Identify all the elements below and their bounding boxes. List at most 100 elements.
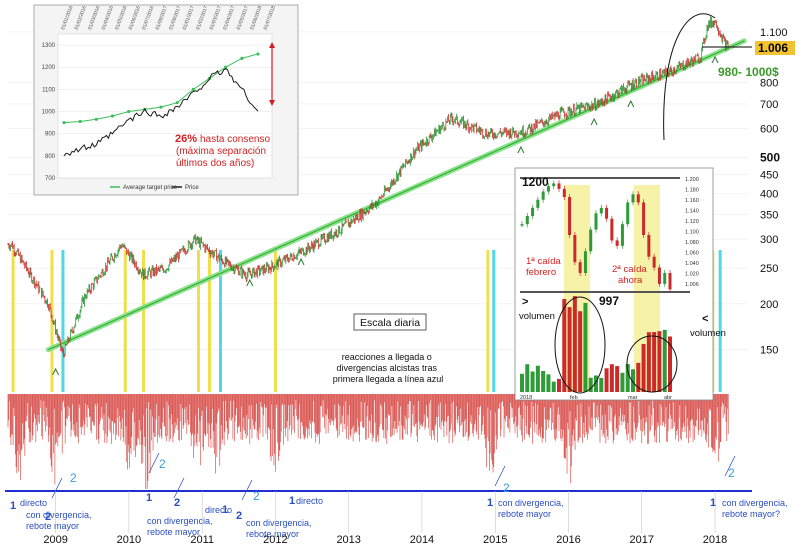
target-price-point [110, 114, 115, 118]
inset-y-label: 1300 [42, 43, 56, 49]
vertical-marker [273, 250, 277, 490]
event-text: con divergencia, [26, 510, 92, 520]
y-tick-label: 450 [760, 169, 778, 181]
detail-volume-bar [588, 377, 593, 392]
second-drop-line-1: 2ª caída [612, 264, 647, 275]
detail-volume-bar [636, 362, 641, 392]
first-drop-label: 1ª caída febrero [526, 256, 563, 278]
detail-volume-bar [625, 364, 630, 392]
event-number: 2 [45, 511, 51, 523]
detail-y-label: 1.020 [685, 272, 699, 278]
vertical-marker [218, 250, 222, 490]
y-tick-label: 800 [760, 78, 778, 90]
inset-y-label: 1100 [42, 87, 56, 93]
detail-volume-bar [557, 378, 561, 392]
inset-y-label: 1000 [42, 110, 56, 116]
vertical-marker [142, 250, 146, 490]
vertical-marker [207, 250, 211, 490]
detail-volume-bar [615, 366, 620, 392]
x-tick-label: 2015 [483, 534, 507, 546]
gap-arrow-up [269, 42, 275, 48]
reaction-note-line-1: reacciones a llegada o [342, 352, 432, 362]
event-text: rebote mayor [26, 521, 79, 531]
detail-axis: 1.200 1.180 1.160 1.140 1.120 1.100 1.080 1.060… [520, 177, 699, 401]
x-tick-label: 2016 [556, 534, 580, 546]
target-price-point [62, 121, 66, 125]
detail-volume-bar [551, 381, 556, 392]
event-number-two: 2 [728, 466, 735, 480]
detail-frame [514, 167, 714, 401]
detail-volume-bar [562, 298, 567, 392]
detail-x-label: 2018 [520, 395, 532, 401]
reaction-arrow [52, 367, 60, 376]
reaction-note-line-2: divergencias alcistas tras [336, 363, 437, 373]
detail-volume-bar [620, 372, 625, 392]
reaction-arrow [297, 257, 305, 266]
vertical-marker [61, 250, 65, 490]
inset-annotation-line-1: hasta consenso [200, 134, 270, 145]
reaction-arrow [590, 117, 598, 126]
detail-y-label: 1.100 [685, 230, 699, 236]
y-tick-label: 200 [760, 299, 778, 311]
vertical-marker [196, 250, 200, 490]
inset-y-label: 700 [45, 176, 56, 182]
volume-right-arrow: < [702, 313, 708, 325]
event-slash [494, 465, 506, 487]
second-drop-line-2: ahora [618, 275, 643, 286]
event-slash [148, 452, 160, 474]
trend-line-core [48, 40, 745, 351]
detail-volume-bar [652, 332, 657, 392]
detail-volume-bar [657, 331, 662, 392]
event-text: directo [205, 505, 232, 515]
scale-label-box [353, 313, 427, 331]
detail-volume [520, 296, 672, 392]
vertical-marker [123, 250, 127, 490]
x-tick-label: 2010 [117, 534, 141, 546]
reaction-note-line-3: primera llegada a línea azul [333, 374, 444, 384]
detail-volume-bar [567, 307, 572, 392]
event-slash [724, 455, 736, 477]
vertical-marker [11, 250, 15, 490]
y-tick-label: 300 [760, 234, 778, 246]
y-tick-label: 700 [760, 99, 778, 111]
volume-left-arrow: > [522, 296, 528, 308]
volume-ellipse-feb [554, 296, 606, 394]
event-text: con divergencia, [147, 516, 213, 526]
reaction-arrow [711, 55, 719, 64]
reaction-arrows [52, 55, 719, 376]
level-997: 997 [599, 294, 619, 308]
x-tick-label: 2013 [336, 534, 360, 546]
event-slash [241, 479, 253, 501]
inset-annotation: hasta consenso (máxima separación último… [176, 134, 273, 169]
x-tick-label: 2018 [703, 534, 727, 546]
target-price-point [127, 109, 131, 114]
inset-y-label: 1200 [42, 65, 56, 71]
inset-plot: 700 800 900 1000 1100 1200 1300 [42, 33, 273, 182]
first-drop-line-2: febrero [526, 267, 556, 278]
event-text: directo [296, 496, 323, 506]
event-number-two: 2 [503, 481, 510, 495]
vertical-marker [50, 250, 54, 490]
inset-annotation-line-3: últimos dos años) [176, 158, 254, 169]
detail-volume-bar [594, 375, 598, 392]
detail-volume-bar [609, 364, 614, 392]
detail-volume-bar [604, 368, 609, 392]
detail-volume-bar [668, 336, 672, 392]
event-text: rebote mayor [498, 509, 551, 519]
volume-left-label: volumen [519, 311, 555, 322]
vertical-marker [718, 250, 722, 490]
detail-volume-bar [583, 302, 588, 392]
current-price-label: 1.006 [758, 41, 788, 55]
inset-y-label: 900 [45, 132, 56, 138]
volume-right-label: volumen [690, 328, 726, 339]
target-price-point [175, 101, 179, 105]
detail-volume-bar [641, 343, 646, 392]
target-price-point [159, 105, 163, 109]
detail-volume-bar [541, 370, 546, 392]
detail-volume-bar [599, 377, 604, 392]
x-tick-label: 2012 [263, 534, 287, 546]
detail-x-label: mar [628, 395, 638, 401]
event-text: con divergencia, [722, 498, 788, 508]
